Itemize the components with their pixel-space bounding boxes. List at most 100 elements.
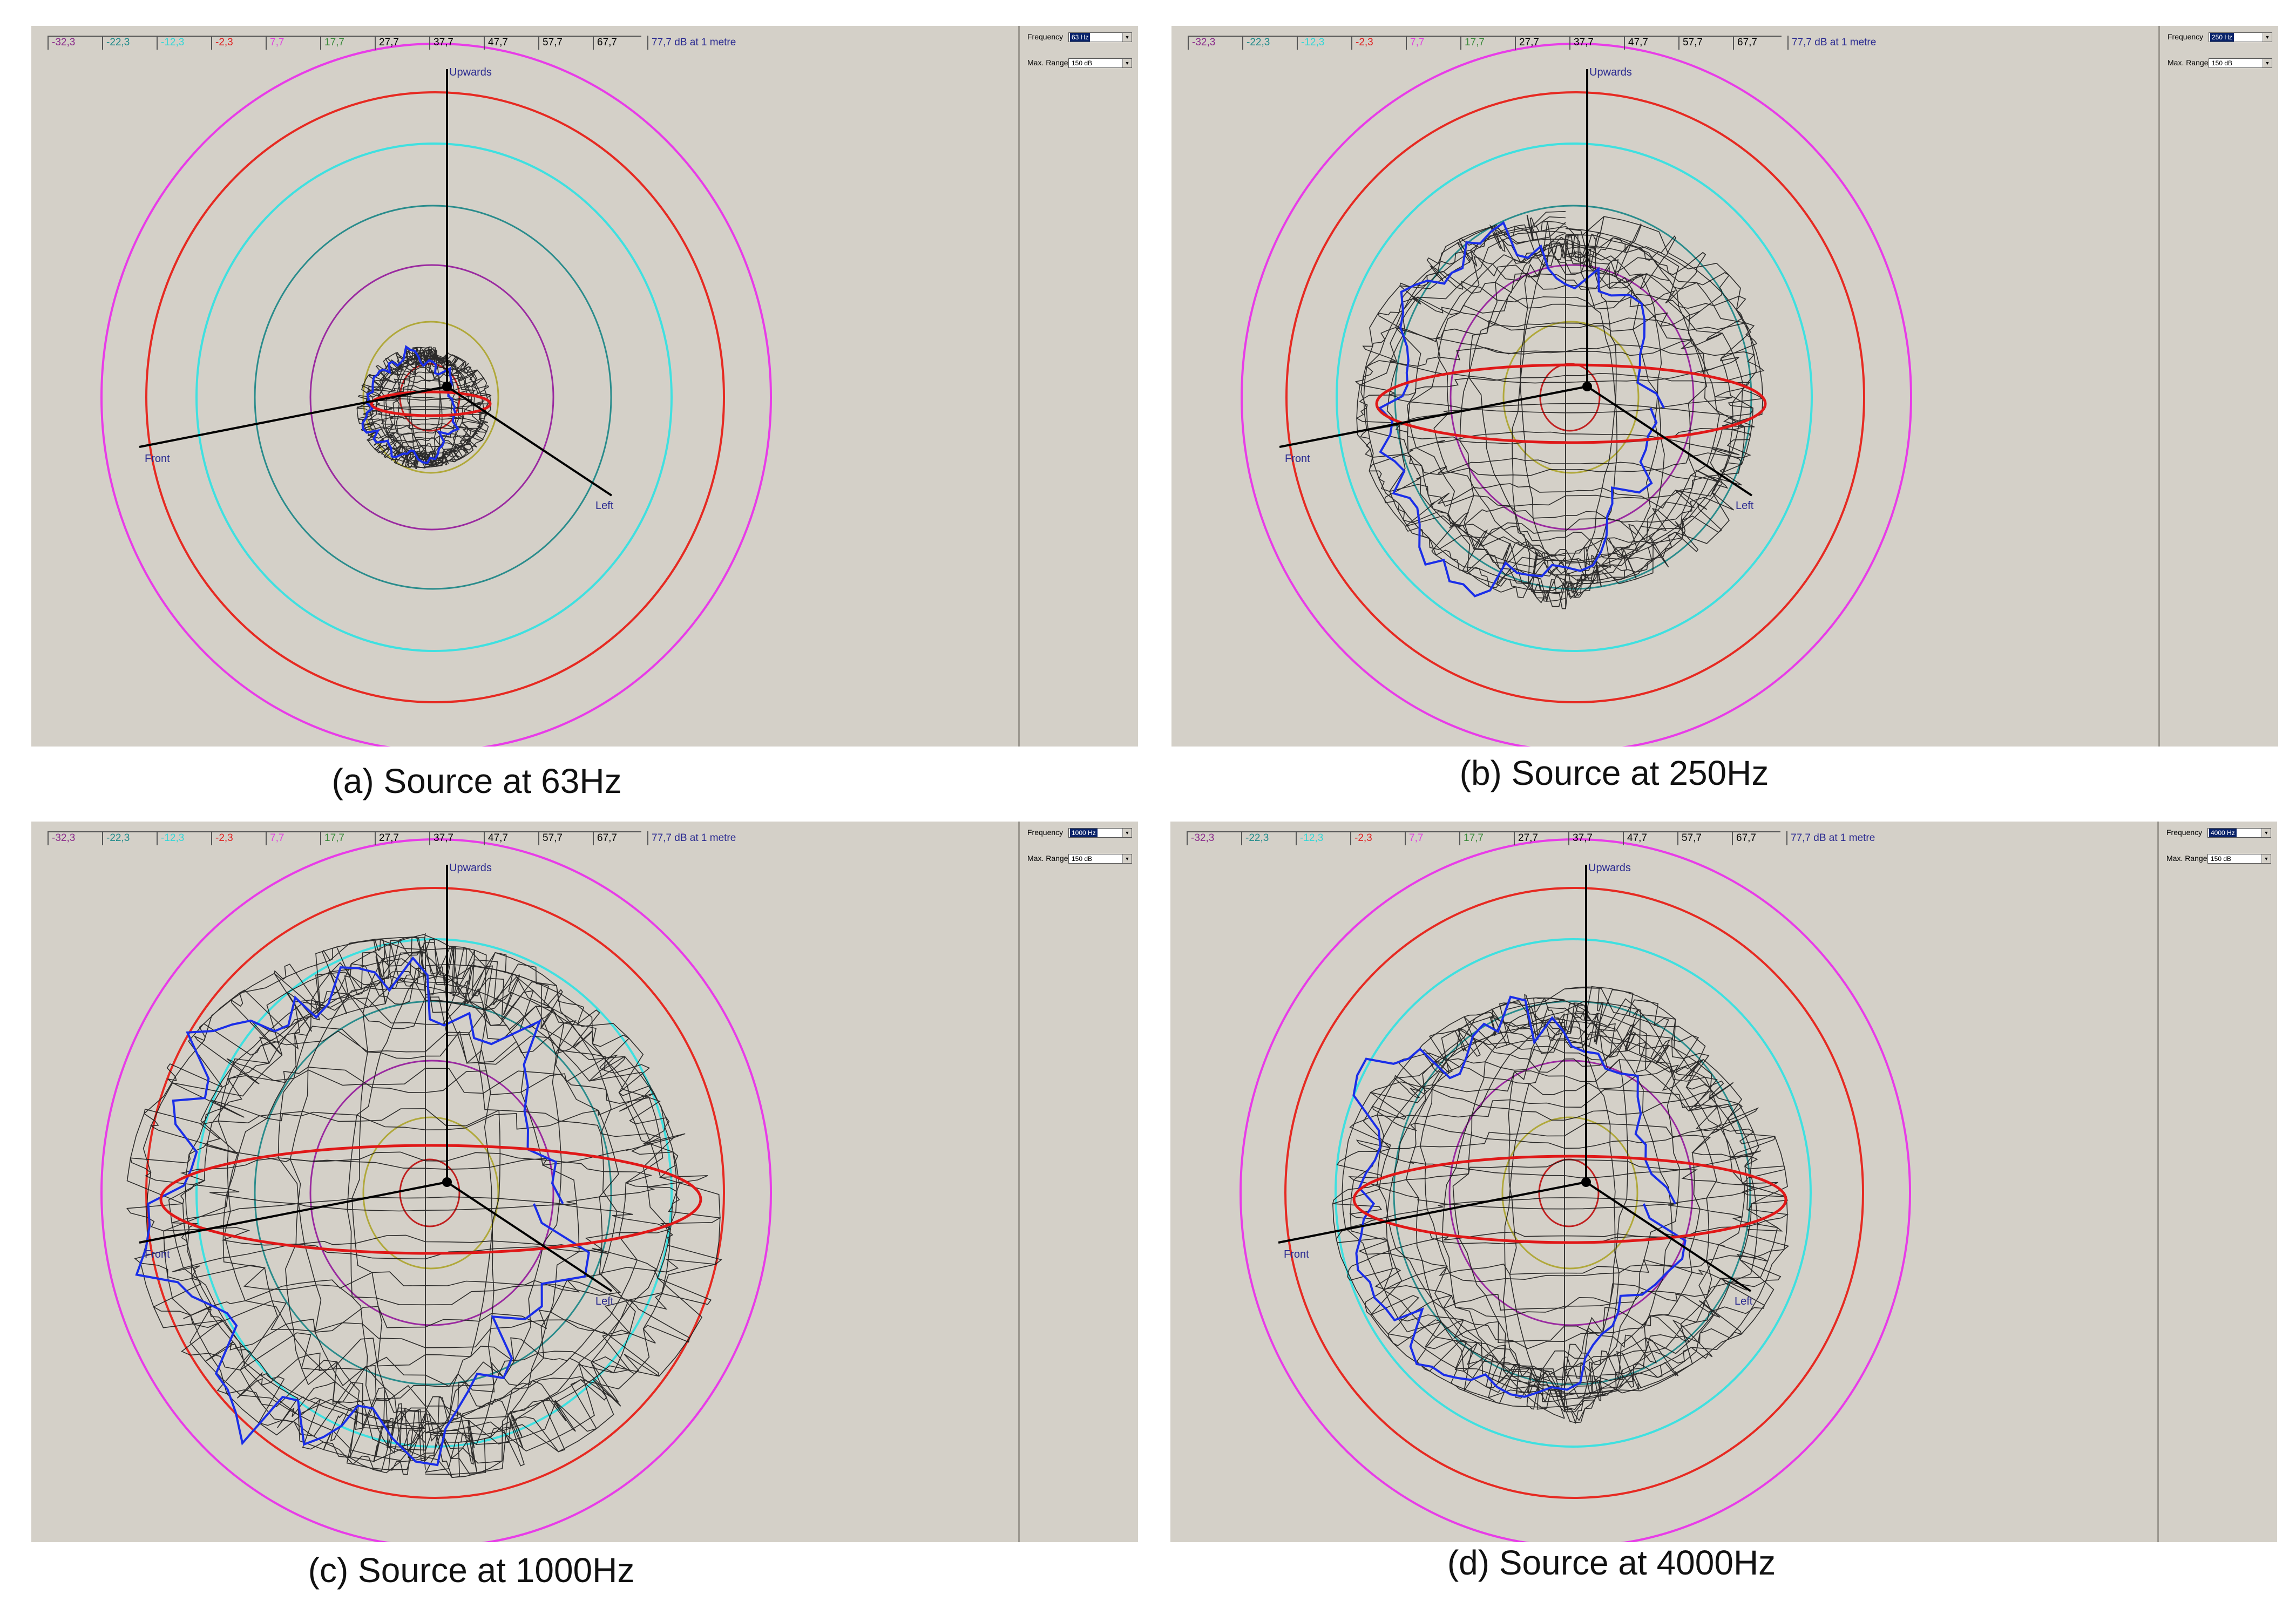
vertical-plane-trace (361, 345, 460, 465)
frequency-select[interactable]: 1000 Hz ▼ (1068, 828, 1132, 838)
mesh-longitude (351, 937, 426, 1443)
balloon-plot-area[interactable]: Upwards Front Left -32,3 -22,3 -12,3 -2,3 7,7 1… (31, 822, 1018, 1542)
level-ring (195, 938, 673, 1448)
mesh-longitude (1360, 211, 1566, 568)
balloon-mesh (1332, 986, 1790, 1424)
mesh-longitude (425, 976, 636, 1474)
frequency-select[interactable]: 4000 Hz ▼ (2207, 828, 2271, 838)
legend-entry: 67,7 (1732, 831, 1756, 845)
mesh-longitude (168, 939, 426, 1429)
mesh-longitude (1350, 988, 1565, 1399)
mesh-longitude (425, 992, 721, 1475)
frequency-label: Frequency (1027, 828, 1064, 837)
legend-entry: 17,7 (1460, 36, 1485, 50)
legend-entry: 37,7 (429, 36, 453, 50)
balloon-mesh (126, 933, 722, 1478)
legend-entry: -2,3 (1351, 36, 1373, 50)
mesh-longitude (1407, 243, 1566, 593)
legend-baseline (1187, 831, 1780, 832)
horizontal-plane-trace (159, 1144, 702, 1255)
axis-label-front: Front (145, 1249, 170, 1260)
mesh-latitude (181, 1271, 690, 1387)
level-ring (1448, 1060, 1694, 1326)
chevron-down-icon[interactable]: ▼ (1122, 854, 1132, 863)
balloon-panel-250hz: Upwards Front Left -32,3 -22,3 -12,3 -2,3 7,7 1… (1171, 26, 2278, 747)
chevron-down-icon[interactable]: ▼ (2263, 33, 2272, 42)
horizontal-plane-trace (1375, 363, 1767, 444)
legend-entry: 67,7 (593, 831, 617, 845)
legend-entry: -22,3 (102, 36, 130, 50)
axis-left (446, 1181, 613, 1292)
level-ring (1450, 264, 1695, 531)
legend-entry: -22,3 (1242, 36, 1270, 50)
legend-entry: 67,7 (1733, 36, 1757, 50)
chevron-down-icon[interactable]: ▼ (2261, 854, 2271, 863)
mesh-longitude (368, 357, 426, 468)
frequency-select[interactable]: 63 Hz ▼ (1068, 32, 1132, 42)
caption-b: (b) Source at 250Hz (1459, 754, 1769, 792)
mesh-longitude (1565, 237, 1721, 573)
chevron-down-icon[interactable]: ▼ (2263, 59, 2272, 67)
axes-group (1278, 865, 1752, 1292)
mesh-longitude (1405, 1011, 1565, 1408)
mesh-longitude (1564, 1034, 1788, 1394)
balloon-plot-area[interactable]: Upwards Front Left -32,3 -22,3 -12,3 -2,3 7,7 1… (31, 26, 1018, 747)
polar-balloon-plot: Upwards Front Left (1241, 43, 1912, 747)
axes-group (139, 69, 613, 497)
plot-group: Upwards Front Left (100, 43, 772, 747)
legend-entry: -12,3 (1297, 36, 1324, 50)
mesh-longitude (1564, 998, 1680, 1373)
mesh-latitude (1384, 458, 1735, 539)
level-ring (309, 264, 554, 531)
chevron-down-icon[interactable]: ▼ (1122, 33, 1132, 42)
mesh-longitude (425, 954, 495, 1460)
legend-entry: 17,7 (320, 36, 344, 50)
mesh-longitude (218, 987, 426, 1454)
legend-entry: 57,7 (538, 831, 563, 845)
chevron-down-icon[interactable]: ▼ (2261, 829, 2271, 837)
mesh-longitude (1520, 243, 1566, 574)
legend-entry: 17,7 (1459, 831, 1484, 845)
db-scale-legend: -32,3 -22,3 -12,3 -2,3 7,7 17,7 27,7 37,7 47,7 57… (48, 831, 736, 845)
mesh-longitude (1356, 222, 1566, 585)
mesh-longitude (1565, 252, 1662, 588)
mesh-longitude (1565, 242, 1708, 581)
balloon-panel-4000hz: Upwards Front Left -32,3 -22,3 -12,3 -2,3 7,7 1… (1170, 822, 2277, 1542)
mesh-longitude (1468, 221, 1566, 581)
max-range-select[interactable]: 150 dB ▼ (2207, 854, 2271, 864)
max-range-select[interactable]: 150 dB ▼ (1068, 854, 1132, 864)
chevron-down-icon[interactable]: ▼ (1122, 829, 1132, 837)
mesh-longitude (1433, 226, 1566, 568)
mesh-longitude (1419, 997, 1565, 1419)
legend-entry: -32,3 (48, 36, 75, 50)
max-range-label: Max. Range (2168, 58, 2209, 67)
legend-entry: 7,7 (1406, 36, 1424, 50)
legend-baseline (48, 36, 641, 37)
mesh-latitude (1336, 1123, 1786, 1210)
frequency-value: 4000 Hz (2209, 829, 2237, 837)
control-panel: Frequency 63 Hz ▼ Max. Range 150 dB ▼ (1018, 26, 1138, 747)
plot-group: Upwards Front Left (1240, 838, 1911, 1542)
balloon-panel-63hz: Upwards Front Left -32,3 -22,3 -12,3 -2,3 7,7 1… (31, 26, 1138, 747)
frequency-label: Frequency (2166, 828, 2203, 837)
balloon-plot-area[interactable]: Upwards Front Left -32,3 -22,3 -12,3 -2,3 7,7 1… (1171, 26, 2158, 747)
legend-entry: 7,7 (1405, 831, 1423, 845)
frequency-select[interactable]: 250 Hz ▼ (2209, 32, 2272, 42)
mesh-longitude (1564, 1002, 1628, 1387)
balloon-plot-area[interactable]: Upwards Front Left -32,3 -22,3 -12,3 -2,3 7,7 1… (1170, 822, 2157, 1542)
legend-entry: 37,7 (1568, 831, 1593, 845)
max-range-value: 150 dB (2211, 855, 2232, 863)
mesh-longitude (1564, 1007, 1620, 1423)
chevron-down-icon[interactable]: ▼ (1122, 59, 1132, 67)
max-range-select[interactable]: 150 dB ▼ (1068, 58, 1132, 68)
max-range-select[interactable]: 150 dB ▼ (2209, 58, 2272, 68)
axis-front (139, 385, 448, 448)
level-ring (145, 887, 725, 1499)
legend-entry: 57,7 (1678, 36, 1703, 50)
plot-group: Upwards Front Left (100, 838, 772, 1542)
mesh-longitude (185, 937, 426, 1461)
mesh-longitude (1565, 228, 1745, 585)
mesh-longitude (1564, 1013, 1758, 1381)
legend-entry: 57,7 (1677, 831, 1702, 845)
legend-entry: -2,3 (211, 831, 233, 845)
